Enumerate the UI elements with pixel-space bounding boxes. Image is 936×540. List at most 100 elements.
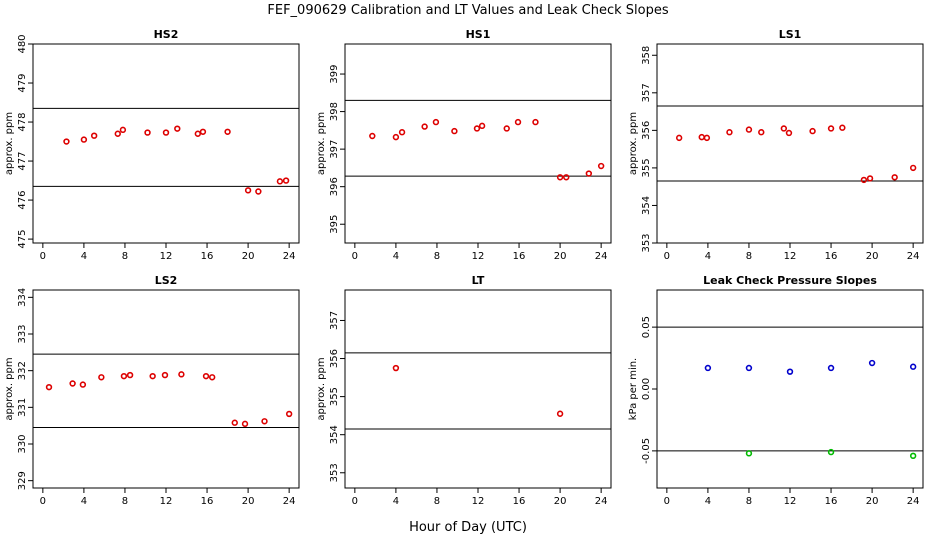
plot-frame <box>656 43 924 244</box>
data-point <box>255 188 262 195</box>
data-point <box>208 374 216 381</box>
y-tick-label: 395 <box>329 215 340 234</box>
plot-frame <box>656 289 924 489</box>
panel-ls1: LS1 approx. ppm 0 4 8 12 16 20 24 353 354 355 356 3… <box>628 28 924 262</box>
y-tick-label: 479 <box>17 73 28 92</box>
y-tick-label: 353 <box>329 463 340 482</box>
x-tick-label: 4 <box>705 496 711 507</box>
x-tick-label: 0 <box>352 251 358 262</box>
x-tick-label: 24 <box>283 496 296 507</box>
x-tick-label: 4 <box>393 496 399 507</box>
y-tick-label: 475 <box>17 230 28 249</box>
data-point <box>698 133 705 141</box>
data-point <box>556 410 564 417</box>
data-point <box>432 118 440 126</box>
data-point <box>891 174 898 181</box>
data-point <box>98 374 105 381</box>
data-point <box>162 129 170 136</box>
y-tick-label: 354 <box>329 425 340 444</box>
data-point <box>745 364 753 372</box>
data-point <box>827 125 835 132</box>
x-tick-label: 16 <box>201 251 214 262</box>
y-tick-label: 357 <box>641 83 652 102</box>
data-point <box>556 174 564 181</box>
x-tick-label: 20 <box>554 496 567 507</box>
x-tick-label: 16 <box>825 251 838 262</box>
y-tick-label: 477 <box>17 152 28 171</box>
y-tick-label: 331 <box>17 398 28 417</box>
x-tick-label: 16 <box>201 496 214 507</box>
panel-leak-check: Leak Check Pressure Slopes kPa per min. … <box>628 274 924 507</box>
data-point <box>69 380 76 387</box>
data-point <box>202 372 210 380</box>
plot-area: 0 4 8 12 16 20 24 395 396 397 398 399 <box>329 43 612 262</box>
data-point <box>276 178 284 185</box>
x-tick-label: 12 <box>472 251 485 262</box>
data-point <box>758 129 765 136</box>
panel-title: LT <box>472 274 485 287</box>
data-point <box>866 175 874 182</box>
data-point <box>597 162 605 170</box>
x-tick-label: 24 <box>907 496 920 507</box>
x-tick-label: 20 <box>866 496 879 507</box>
y-tick-label: 480 <box>17 34 28 53</box>
data-point <box>149 372 156 380</box>
data-point <box>231 419 238 426</box>
y-axis-label: approx. ppm <box>316 112 327 175</box>
y-tick-label: 396 <box>329 177 340 196</box>
plot-area: 0 4 8 12 16 20 24 475 476 477 478 479 480 <box>17 34 300 262</box>
data-point <box>703 134 711 142</box>
data-point <box>909 164 917 172</box>
plot-area: 0 4 8 12 16 20 24 -0.05 0.00 0.05 <box>641 289 924 507</box>
y-tick-label: 353 <box>641 233 652 252</box>
y-tick-label: 356 <box>329 349 340 368</box>
data-point <box>827 448 835 456</box>
x-tick-label: 8 <box>122 251 128 262</box>
x-tick-label: 12 <box>472 496 485 507</box>
plot-frame <box>32 43 300 244</box>
data-point <box>909 363 917 370</box>
x-tick-label: 0 <box>352 496 358 507</box>
data-point <box>514 118 522 126</box>
data-point <box>261 418 268 425</box>
y-tick-label: -0.05 <box>641 438 652 464</box>
data-point <box>161 371 169 379</box>
y-axis-label: approx. ppm <box>4 112 15 175</box>
y-tick-label: 330 <box>17 434 28 453</box>
data-point <box>398 129 406 136</box>
plot-frame <box>344 289 612 489</box>
y-tick-label: 357 <box>329 311 340 330</box>
data-point <box>478 122 486 130</box>
y-tick-label: 329 <box>17 471 28 490</box>
y-tick-label: 333 <box>17 324 28 343</box>
x-tick-label: 24 <box>595 496 608 507</box>
x-tick-label: 20 <box>554 251 567 262</box>
x-tick-label: 20 <box>242 496 255 507</box>
x-tick-label: 24 <box>283 251 296 262</box>
data-point <box>80 136 88 143</box>
x-tick-label: 12 <box>160 251 173 262</box>
y-tick-label: 356 <box>641 121 652 140</box>
panel-title: HS1 <box>466 28 491 41</box>
x-tick-label: 24 <box>595 251 608 262</box>
x-tick-label: 8 <box>434 251 440 262</box>
data-point <box>786 368 794 375</box>
plot-frame <box>32 289 300 489</box>
data-point <box>503 125 510 132</box>
panel-title: LS1 <box>779 28 802 41</box>
data-point <box>199 128 207 135</box>
data-point <box>120 372 128 380</box>
x-tick-label: 12 <box>784 496 797 507</box>
data-point <box>532 118 539 126</box>
data-point <box>839 124 846 131</box>
y-tick-label: 334 <box>17 288 28 307</box>
data-point <box>585 170 593 177</box>
data-point <box>868 359 876 367</box>
figure-title: FEF_090629 Calibration and LT Values and… <box>267 3 668 18</box>
data-point <box>174 125 181 132</box>
data-point <box>126 371 134 379</box>
y-tick-label: 358 <box>641 46 652 65</box>
data-point <box>63 138 70 145</box>
x-tick-label: 16 <box>513 496 526 507</box>
x-tick-label: 24 <box>907 251 920 262</box>
